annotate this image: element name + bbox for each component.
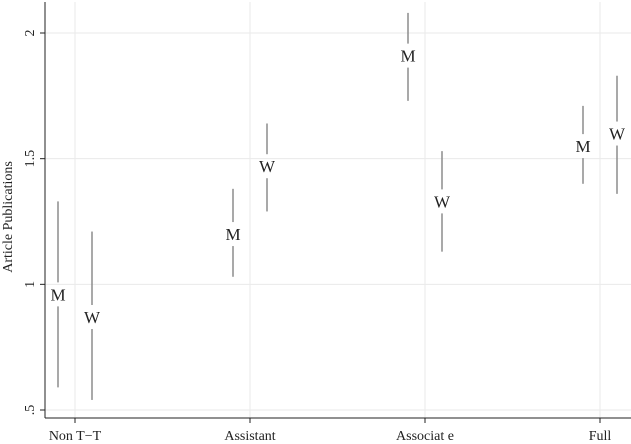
x-tick-label: Non T−T <box>49 429 102 444</box>
y-axis-title: Article Publications <box>1 161 16 273</box>
men-point-marker: M <box>575 137 590 156</box>
men-point-marker: M <box>50 285 65 304</box>
x-axis-ticks: Non T−T Assistant Associat e Full <box>49 418 612 444</box>
men-point-marker: M <box>225 225 240 244</box>
y-tick-label: 1 <box>23 281 38 288</box>
women-point-marker: W <box>259 157 276 176</box>
y-axis-ticks: .5 1 1.5 2 <box>23 30 45 416</box>
x-tick-label: Associat e <box>396 429 454 444</box>
y-tick-label: 1.5 <box>23 150 38 168</box>
x-tick-label: Assistant <box>224 429 275 444</box>
y-tick-label: 2 <box>23 30 38 37</box>
x-tick-label: Full <box>589 429 612 444</box>
women-point-marker: W <box>434 192 451 211</box>
y-tick-label: .5 <box>23 405 38 416</box>
confidence-intervals <box>57 12 618 400</box>
men-point-marker: M <box>400 47 415 66</box>
women-point-marker: W <box>609 125 626 144</box>
axes <box>44 2 631 419</box>
gridlines <box>45 2 631 418</box>
women-point-marker: W <box>84 308 101 327</box>
